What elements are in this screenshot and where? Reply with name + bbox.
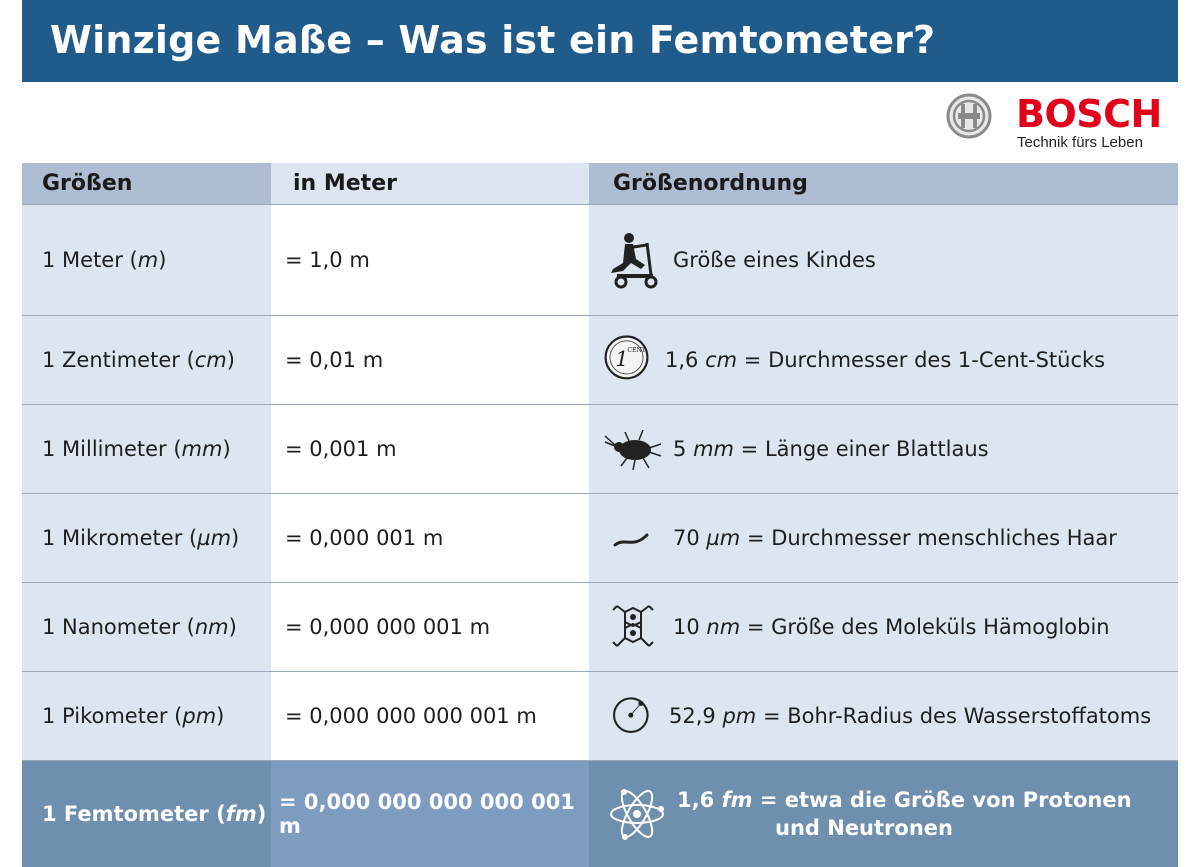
brand-name: BOSCH	[1016, 92, 1162, 136]
cell-text: 1,6	[665, 348, 699, 372]
cell-text: und Neutronen	[775, 816, 953, 840]
table-header: Größen in Meter Größenordnung	[22, 163, 1178, 204]
child-on-scooter-icon	[611, 233, 658, 289]
cell-text: pm	[722, 704, 757, 728]
cell-text: = Durchmesser des 1-Cent-Stücks	[743, 348, 1106, 372]
cell-text: 1 Mikrometer	[42, 526, 183, 550]
size-name: 1 Mikrometer (µm)	[22, 494, 271, 582]
cell-text: 1 Millimeter	[42, 437, 167, 461]
size-name: 1 Nanometer (nm)	[22, 583, 271, 671]
cell-text: nm	[706, 615, 741, 639]
hydrogen-atom-icon	[612, 697, 649, 733]
cell-text: 52,9	[669, 704, 716, 728]
cell-text: mm	[693, 437, 734, 461]
header-order-of-magnitude: Größenordnung	[589, 163, 1178, 204]
magnitude-description: 1,6 fm = etwa die Größe von Protonen und…	[589, 761, 1178, 867]
table-row: 1 Pikometer (pm) = 0,000 000 000 001 m 5…	[22, 671, 1178, 760]
cell-text: Größe eines Kindes	[673, 248, 876, 272]
magnitude-description: 52,9 pm = Bohr-Radius des Wasserstoffato…	[589, 672, 1178, 760]
cell-text: 1 Pikometer	[42, 704, 168, 728]
cell-text: µm	[706, 526, 741, 550]
cell-text: = Länge einer Blattlaus	[740, 437, 989, 461]
table-row: 1 Nanometer (nm) = 0,000 000 001 m 10 nm…	[22, 582, 1178, 671]
magnitude-description: 1 CENT 1,6 cm = Durchmesser des 1-Cent-S…	[589, 316, 1178, 404]
size-name: 1 Pikometer (pm)	[22, 672, 271, 760]
size-name: 1 Femtometer (fm)	[22, 761, 271, 867]
size-name: 1 Zentimeter (cm)	[22, 316, 271, 404]
cell-text: 10	[673, 615, 700, 639]
meter-value: = 0,01 m	[271, 316, 589, 404]
meter-value: = 0,000 000 000 000 001 m	[271, 761, 589, 867]
cell-text: 1 Femtometer	[42, 802, 209, 826]
cell-text: 1,6	[677, 788, 715, 812]
table-row: 1 Mikrometer (µm) = 0,000 001 m 70 µm = …	[22, 493, 1178, 582]
header-sizes: Größen	[22, 163, 271, 204]
table-row-highlighted: 1 Femtometer (fm) = 0,000 000 000 000 00…	[22, 760, 1178, 867]
cell-text: 1 Meter	[42, 248, 123, 272]
cell-text: fm	[225, 802, 257, 826]
meter-value: = 0,001 m	[271, 405, 589, 493]
hair-icon	[613, 533, 649, 547]
cell-text: nm	[194, 615, 229, 639]
molecule-icon	[612, 605, 654, 647]
cell-text: cm	[194, 348, 227, 372]
svg-text:1: 1	[615, 347, 628, 371]
cell-text: m	[137, 248, 159, 272]
cell-text: 5	[673, 437, 687, 461]
magnitude-description: 10 nm = Größe des Moleküls Hämoglobin	[589, 583, 1178, 671]
aphid-icon	[604, 429, 662, 471]
meter-value: = 0,000 000 000 001 m	[271, 672, 589, 760]
atom-icon	[610, 789, 664, 840]
cell-text: fm	[721, 788, 753, 812]
magnitude-description: 5 mm = Länge einer Blattlaus	[589, 405, 1178, 493]
size-name: 1 Millimeter (mm)	[22, 405, 271, 493]
title-bar: Winzige Maße – Was ist ein Femtometer?	[22, 0, 1178, 82]
page-title: Winzige Maße – Was ist ein Femtometer?	[50, 18, 936, 62]
table-row: 1 Meter (m) = 1,0 m Größe eines Kindes	[22, 204, 1178, 315]
size-name: 1 Meter (m)	[22, 205, 271, 315]
cell-text: 1 Nanometer	[42, 615, 180, 639]
svg-text:CENT: CENT	[627, 347, 645, 354]
cell-text: pm	[182, 704, 217, 728]
magnitude-description: Größe eines Kindes	[589, 205, 1178, 315]
cell-text: 1 Zentimeter	[42, 348, 180, 372]
measurement-table: Größen in Meter Größenordnung 1 Meter (m…	[22, 163, 1178, 867]
cell-text: = Größe des Moleküls Hämoglobin	[746, 615, 1110, 639]
table-row: 1 Zentimeter (cm) = 0,01 m 1 CENT 1,6 cm…	[22, 315, 1178, 404]
bosch-logo: BOSCH Technik fürs Leben	[946, 90, 1166, 156]
meter-value: = 0,000 000 001 m	[271, 583, 589, 671]
header-in-meter: in Meter	[271, 163, 589, 204]
cell-text: 70	[673, 526, 700, 550]
bosch-armature-icon	[946, 93, 992, 139]
cell-text: cm	[705, 348, 738, 372]
table-row: 1 Millimeter (mm) = 0,001 m 5 mm = Länge…	[22, 404, 1178, 493]
cell-text: = Bohr-Radius des Wasserstoffatoms	[762, 704, 1152, 728]
cell-text: mm	[181, 437, 223, 461]
meter-value: = 1,0 m	[271, 205, 589, 315]
brand-tagline: Technik fürs Leben	[1017, 134, 1143, 151]
magnitude-description: 70 µm = Durchmesser menschliches Haar	[589, 494, 1178, 582]
cell-text: = Durchmesser menschliches Haar	[746, 526, 1117, 550]
cell-text: µm	[197, 526, 232, 550]
meter-value: = 0,000 001 m	[271, 494, 589, 582]
cell-text: = etwa die Größe von Protonen	[759, 788, 1132, 812]
cent-coin-icon: 1 CENT	[604, 335, 649, 380]
